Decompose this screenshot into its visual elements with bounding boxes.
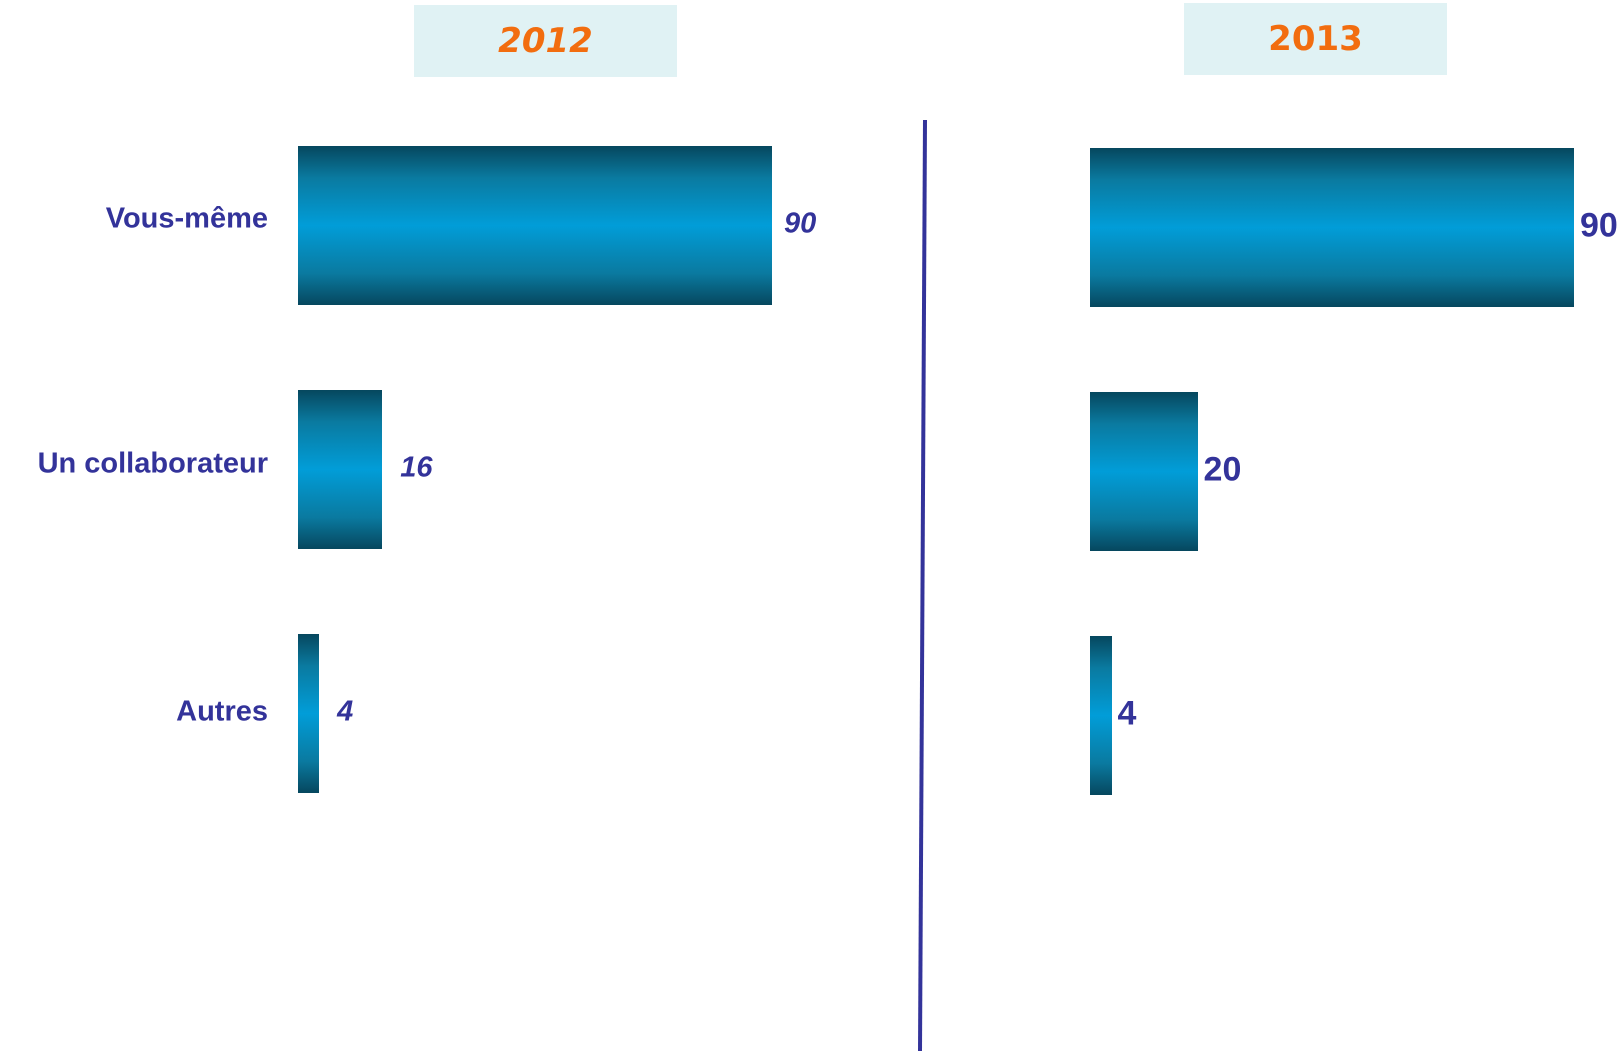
- bar-2013-2: [1090, 636, 1112, 795]
- year-label-2012: 2012: [414, 5, 677, 77]
- value-label-2012-0: 90: [784, 207, 817, 239]
- bar-2012-0: [298, 146, 772, 305]
- category-label-autres: Autres: [176, 695, 268, 728]
- bar-2013-1: [1090, 392, 1198, 551]
- value-label-2012-1: 16: [400, 451, 433, 483]
- category-label-un-collaborateur: Un collaborateur: [37, 447, 268, 480]
- year-label-2013: 2013: [1184, 3, 1447, 75]
- bar-2012-2: [298, 634, 320, 793]
- category-label-vous-meme: Vous-même: [105, 202, 268, 235]
- value-label-2013-1: 20: [1203, 450, 1242, 488]
- divider-line: [918, 119, 927, 1051]
- value-label-2013-2: 4: [1117, 694, 1137, 732]
- value-label-2013-0: 90: [1580, 206, 1618, 244]
- bar-2012-1: [298, 390, 383, 549]
- value-label-2012-2: 4: [337, 695, 354, 727]
- bar-2013-0: [1090, 148, 1574, 307]
